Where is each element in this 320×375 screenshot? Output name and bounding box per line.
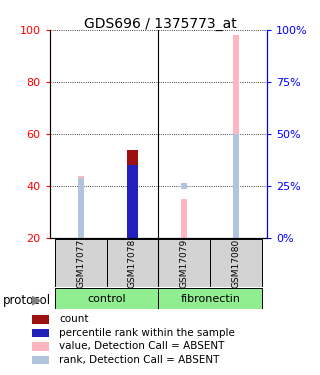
Bar — [158, 239, 210, 287]
Text: GSM17079: GSM17079 — [180, 238, 189, 288]
Text: GDS696 / 1375773_at: GDS696 / 1375773_at — [84, 17, 236, 32]
Bar — [77, 178, 84, 238]
Bar — [233, 134, 239, 238]
Bar — [181, 199, 188, 238]
Bar — [107, 239, 158, 287]
Bar — [210, 239, 262, 287]
Text: percentile rank within the sample: percentile rank within the sample — [59, 328, 235, 338]
Bar — [158, 288, 262, 309]
Bar — [233, 35, 239, 238]
Text: protocol: protocol — [3, 294, 51, 307]
Text: value, Detection Call = ABSENT: value, Detection Call = ABSENT — [59, 342, 225, 351]
Text: ▶: ▶ — [32, 294, 42, 307]
Bar — [127, 150, 138, 238]
Bar — [55, 288, 158, 309]
Text: rank, Detection Call = ABSENT: rank, Detection Call = ABSENT — [59, 355, 220, 365]
Bar — [55, 239, 107, 287]
Bar — [181, 183, 188, 189]
Text: GSM17078: GSM17078 — [128, 238, 137, 288]
Text: GSM17077: GSM17077 — [76, 238, 85, 288]
Text: count: count — [59, 315, 89, 324]
Text: control: control — [87, 294, 126, 303]
Bar — [127, 165, 138, 238]
Text: GSM17080: GSM17080 — [232, 238, 241, 288]
Text: fibronectin: fibronectin — [180, 294, 240, 303]
Bar — [77, 176, 84, 238]
